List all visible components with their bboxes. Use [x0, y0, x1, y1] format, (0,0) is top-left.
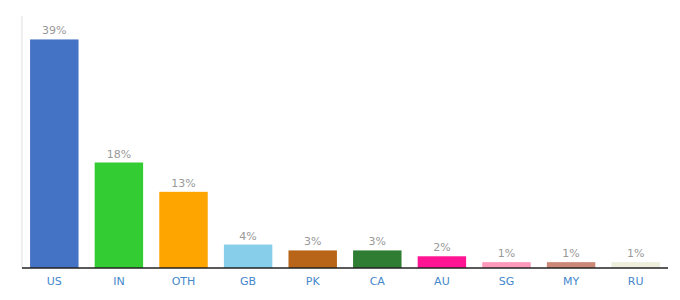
data-labels: 39% 18% 13% 4% 3% 3% 2% 1% 1% 1%	[42, 24, 644, 260]
x-tick-label: OTH	[172, 275, 196, 288]
page: {"chart_data": {"type": "bar", "categori…	[0, 0, 680, 300]
chart-svg: US IN OTH GB PK CA AU SG MY RU 39% 18% 13% 4% 3% 3% 2% 1%…	[0, 0, 680, 300]
chart-container: US IN OTH GB PK CA AU SG MY RU 39% 18% 13% 4% 3% 3% 2% 1%…	[0, 0, 680, 300]
x-tick-label: IN	[113, 275, 124, 288]
bar	[418, 256, 466, 268]
bar	[95, 163, 143, 268]
bars	[30, 39, 660, 268]
data-label: 1%	[627, 247, 644, 260]
data-label: 4%	[239, 230, 256, 243]
data-label: 18%	[107, 148, 131, 161]
x-tick-label: AU	[434, 275, 450, 288]
data-label: 3%	[369, 235, 386, 248]
x-tick-label: RU	[628, 275, 644, 288]
x-tick-label: SG	[499, 275, 515, 288]
bar	[353, 250, 401, 268]
data-label: 39%	[42, 24, 66, 37]
bar	[288, 250, 336, 268]
data-label: 3%	[304, 235, 321, 248]
data-label: 1%	[498, 247, 515, 260]
x-tick-label: MY	[563, 275, 579, 288]
data-label: 1%	[562, 247, 579, 260]
y-axis-line	[22, 16, 23, 268]
bar	[611, 262, 659, 268]
x-tick-labels: US IN OTH GB PK CA AU SG MY RU	[47, 275, 644, 288]
x-axis-line	[22, 267, 668, 269]
data-label: 2%	[433, 241, 450, 254]
data-label: 13%	[171, 177, 195, 190]
bar	[30, 39, 78, 268]
x-tick-label: US	[47, 275, 62, 288]
x-tick-label: CA	[370, 275, 386, 288]
x-tick-label: GB	[240, 275, 256, 288]
x-tick-label: PK	[306, 275, 321, 288]
bar	[224, 245, 272, 268]
bar	[482, 262, 530, 268]
bar	[159, 192, 207, 268]
bar	[547, 262, 595, 268]
